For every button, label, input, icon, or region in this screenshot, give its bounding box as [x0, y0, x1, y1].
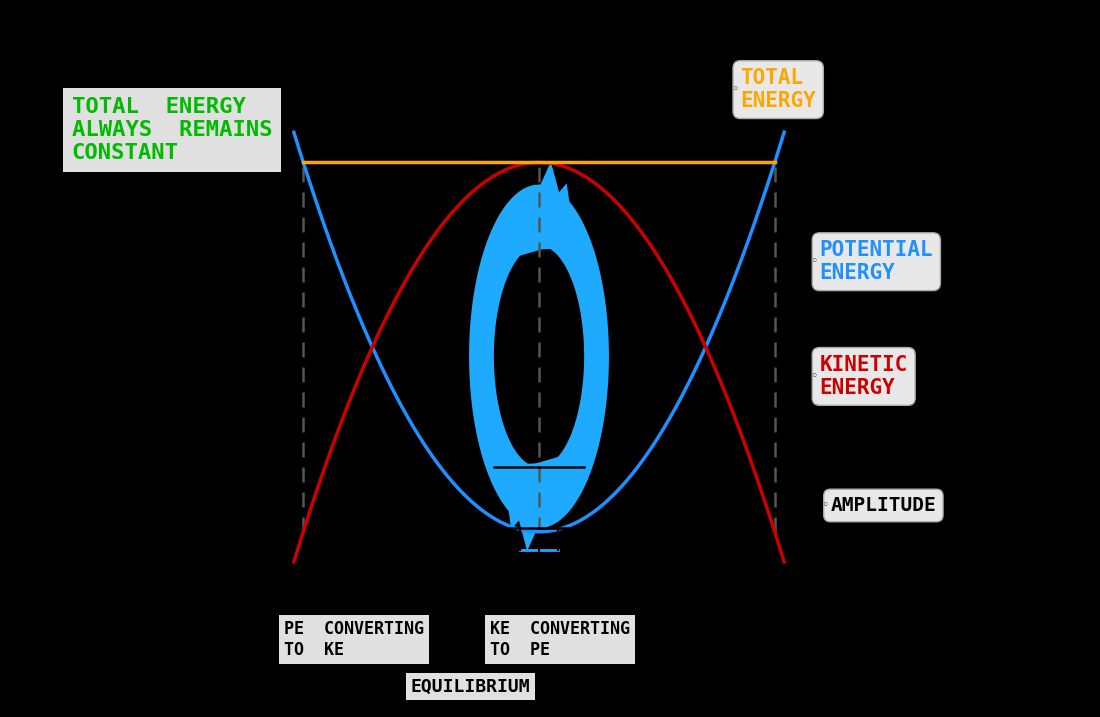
Text: AMPLITUDE: AMPLITUDE [830, 496, 936, 515]
Text: ◦: ◦ [732, 83, 738, 96]
Polygon shape [502, 462, 568, 529]
Polygon shape [506, 453, 571, 551]
Text: ◦: ◦ [822, 499, 828, 512]
Text: TOTAL  ENERGY
ALWAYS  REMAINS
CONSTANT: TOTAL ENERGY ALWAYS REMAINS CONSTANT [72, 97, 272, 163]
Text: ◦: ◦ [811, 255, 817, 268]
Polygon shape [507, 161, 572, 260]
Text: ◦: ◦ [811, 370, 817, 383]
Text: KE  CONVERTING
TO  PE: KE CONVERTING TO PE [490, 620, 629, 659]
Polygon shape [510, 183, 576, 250]
Text: TOTAL
ENERGY: TOTAL ENERGY [740, 68, 816, 111]
Text: EQUILIBRIUM: EQUILIBRIUM [411, 678, 530, 695]
Text: PE  CONVERTING
TO  KE: PE CONVERTING TO KE [284, 620, 424, 659]
Text: KINETIC
ENERGY: KINETIC ENERGY [820, 355, 908, 398]
Text: POTENTIAL
ENERGY: POTENTIAL ENERGY [820, 240, 933, 283]
Polygon shape [469, 184, 609, 528]
